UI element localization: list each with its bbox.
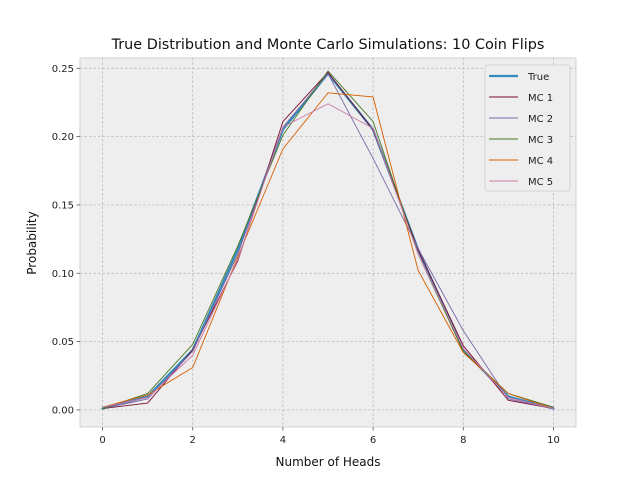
y-tick-label: 0.15 (52, 201, 74, 212)
x-tick-label: 0 (99, 435, 105, 446)
series-line-mc-4 (102, 92, 554, 409)
x-tick-label: 8 (460, 435, 466, 446)
legend-label: MC 1 (528, 93, 553, 104)
legend-label: MC 3 (528, 135, 553, 146)
y-tick-label: 0.25 (52, 64, 74, 75)
legend-label: MC 5 (528, 177, 553, 188)
x-tick-label: 2 (190, 435, 196, 446)
x-tick-label: 4 (280, 435, 286, 446)
y-axis-label: Probability (25, 211, 39, 274)
legend-label: MC 2 (528, 114, 553, 125)
series-layer (101, 70, 555, 410)
x-tick-label: 6 (370, 435, 376, 446)
y-tick-label: 0.10 (52, 269, 74, 280)
legend-label: True (527, 72, 549, 83)
y-tick-label: 0.00 (52, 406, 74, 417)
series-line-mc-2 (102, 73, 554, 409)
chart-title: True Distribution and Monte Carlo Simula… (111, 37, 545, 53)
legend: True MC 1 MC 2 MC 3 MC 4 MC 5 (484, 64, 571, 192)
x-axis-ticks: 0 2 4 6 8 10 (99, 427, 560, 446)
series-line-mc-5 (102, 103, 554, 409)
y-tick-label: 0.05 (52, 337, 74, 348)
y-axis-ticks: 0.00 0.05 0.10 0.15 0.20 0.25 (52, 64, 80, 417)
y-tick-label: 0.20 (52, 132, 74, 143)
x-axis-label: Number of Heads (275, 455, 380, 469)
grid (80, 58, 576, 427)
x-tick-label: 10 (547, 435, 560, 446)
legend-box (484, 64, 571, 192)
legend-label: MC 4 (528, 156, 553, 167)
